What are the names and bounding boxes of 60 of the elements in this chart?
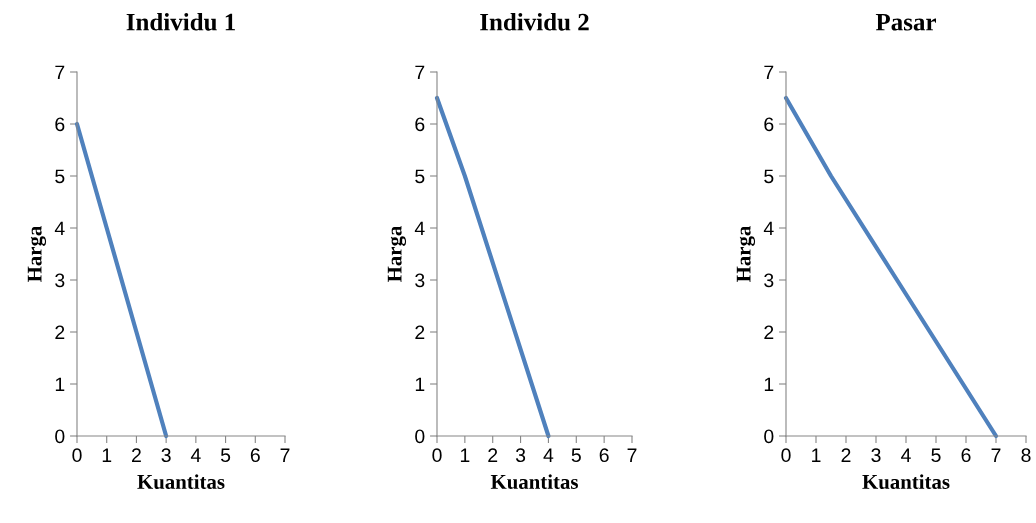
x-tick-label: 5	[220, 448, 231, 463]
x-tick-label: 2	[841, 448, 851, 462]
x-tick-label: 7	[280, 448, 290, 462]
y-tick-label: 7	[55, 65, 65, 80]
y-tick-label: 3	[415, 273, 425, 288]
y-tick-label: 0	[55, 429, 65, 444]
y-tick-label: 7	[415, 65, 425, 80]
x-tick-label: 5	[931, 448, 941, 463]
y-tick-label: 3	[55, 273, 65, 288]
y-tick-label: 4	[414, 221, 425, 236]
y-tick-label: 2	[55, 325, 65, 340]
x-tick-label: 1	[102, 448, 112, 462]
x-axis-title: Kuantitas	[862, 474, 950, 489]
x-tick-label: 3	[161, 448, 171, 463]
y-tick-label: 2	[415, 325, 425, 340]
x-tick-label: 0	[72, 448, 82, 463]
chart-title: Pasar	[875, 13, 937, 31]
y-axis-title: Harga	[27, 225, 47, 282]
y-tick-label: 4	[763, 221, 774, 236]
x-axis-title: Kuantitas	[137, 474, 225, 489]
y-tick-label: 7	[764, 65, 774, 80]
x-tick-label: 0	[781, 448, 791, 463]
x-tick-label: 0	[432, 448, 442, 463]
x-tick-label: 6	[250, 448, 260, 463]
y-tick-label: 0	[764, 429, 774, 444]
x-tick-label: 3	[515, 448, 526, 463]
x-tick-label: 1	[460, 448, 470, 462]
x-tick-label: 3	[871, 448, 881, 463]
x-tick-label: 6	[961, 448, 971, 463]
y-tick-label: 2	[764, 325, 774, 340]
y-tick-label: 6	[764, 117, 774, 132]
y-tick-label: 6	[415, 117, 425, 132]
y-tick-label: 1	[55, 377, 65, 392]
chart-title: Individu 2	[480, 12, 589, 31]
x-tick-label: 4	[190, 448, 201, 462]
x-tick-label: 4	[901, 448, 911, 462]
x-tick-label: 1	[812, 448, 821, 462]
x-axis-title: Kuantitas	[490, 474, 578, 489]
y-tick-label: 5	[764, 169, 774, 184]
y-tick-label: 5	[415, 169, 425, 184]
x-tick-label: 5	[571, 448, 581, 463]
x-tick-label: 8	[1021, 448, 1031, 463]
y-tick-label: 0	[415, 429, 425, 444]
line-series	[783, 95, 999, 439]
y-tick-label: 1	[764, 377, 774, 392]
y-axis-title: Harga	[736, 225, 756, 282]
y-tick-label: 3	[764, 273, 774, 288]
x-tick-label: 7	[627, 448, 637, 462]
y-tick-label: 1	[415, 377, 425, 392]
x-tick-label: 4	[543, 448, 554, 462]
y-axis-title: Harga	[387, 225, 407, 282]
x-tick-label: 6	[599, 448, 609, 463]
x-tick-label: 7	[991, 448, 1001, 462]
y-tick-label: 6	[55, 117, 65, 132]
chart-title: Individu 1	[126, 12, 235, 31]
x-tick-label: 2	[488, 448, 498, 462]
y-tick-label: 5	[55, 169, 65, 184]
y-tick-label: 4	[54, 221, 65, 236]
line-series	[74, 121, 169, 439]
x-tick-label: 2	[132, 448, 141, 462]
